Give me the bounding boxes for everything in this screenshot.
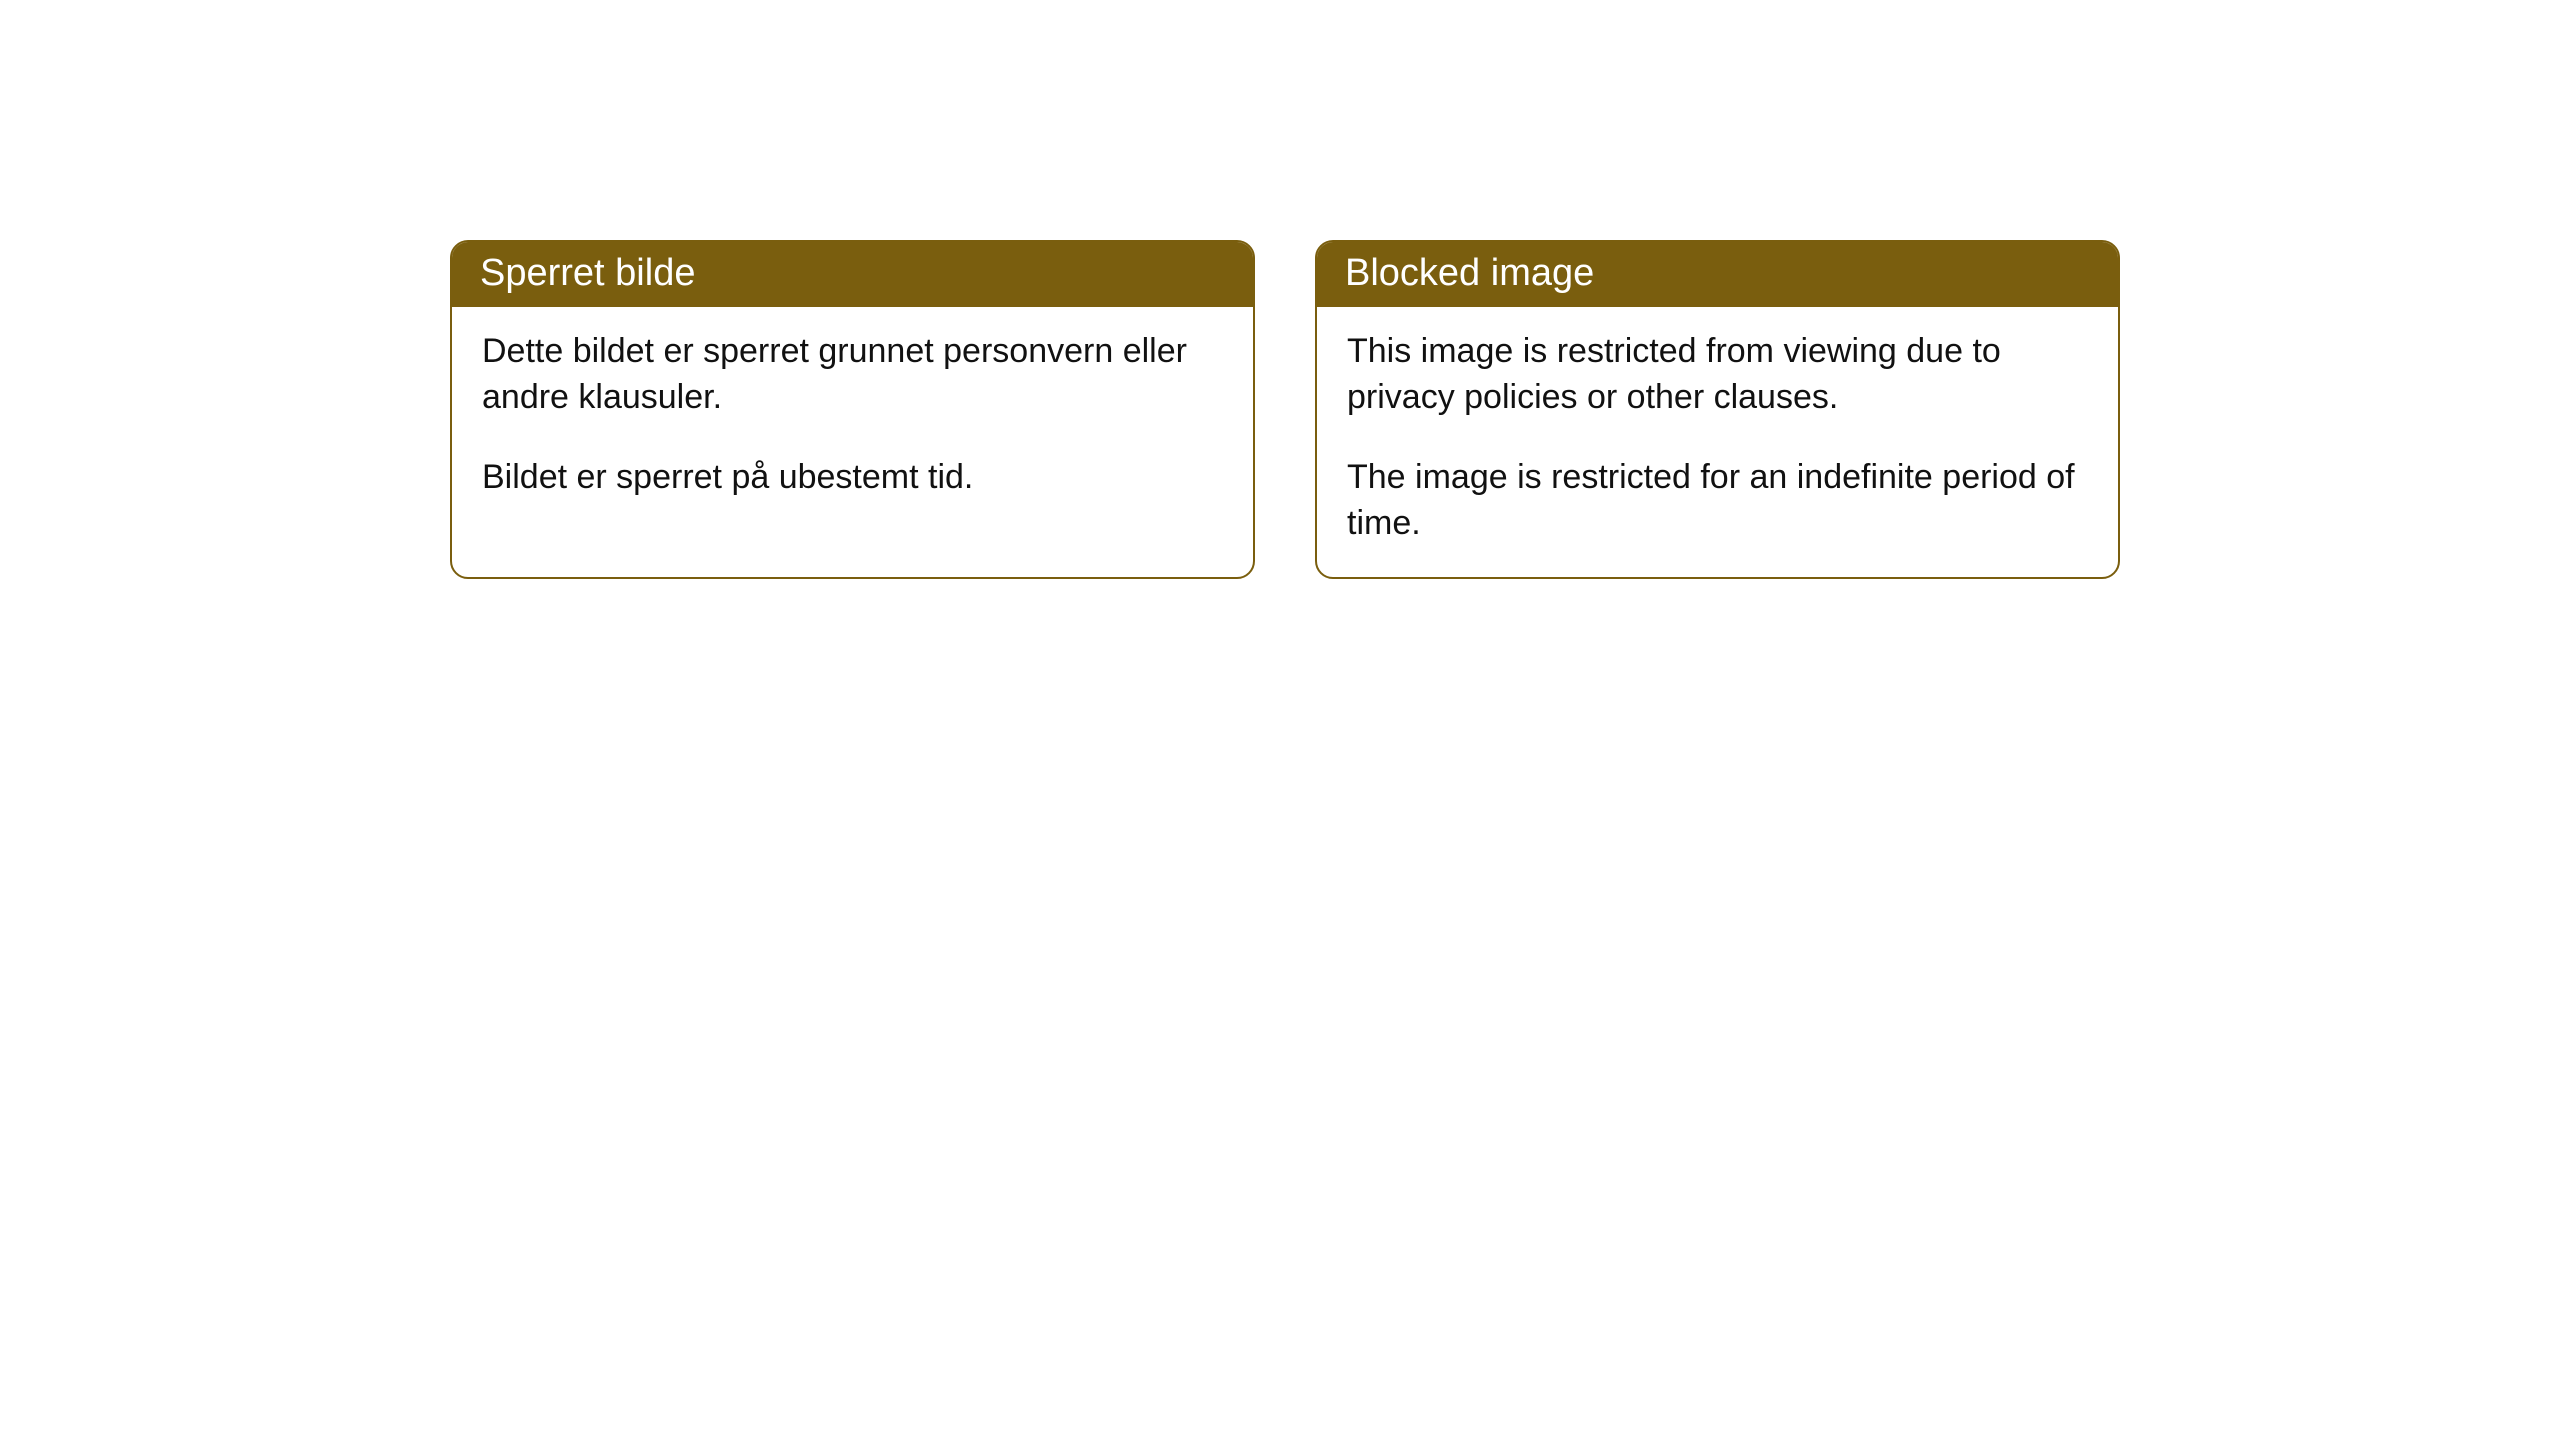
notice-paragraph-1: This image is restricted from viewing du… xyxy=(1347,329,2088,421)
notice-paragraph-2: The image is restricted for an indefinit… xyxy=(1347,455,2088,547)
notice-card-norwegian: Sperret bilde Dette bildet er sperret gr… xyxy=(450,240,1255,579)
notice-body: This image is restricted from viewing du… xyxy=(1317,307,2118,577)
notice-title: Blocked image xyxy=(1345,252,1594,294)
notice-paragraph-1: Dette bildet er sperret grunnet personve… xyxy=(482,329,1223,421)
notice-card-english: Blocked image This image is restricted f… xyxy=(1315,240,2120,579)
notice-header: Sperret bilde xyxy=(452,242,1253,307)
notice-paragraph-2: Bildet er sperret på ubestemt tid. xyxy=(482,455,1223,501)
notice-title: Sperret bilde xyxy=(480,252,695,294)
notice-container: Sperret bilde Dette bildet er sperret gr… xyxy=(0,0,2560,579)
notice-body: Dette bildet er sperret grunnet personve… xyxy=(452,307,1253,531)
notice-header: Blocked image xyxy=(1317,242,2118,307)
